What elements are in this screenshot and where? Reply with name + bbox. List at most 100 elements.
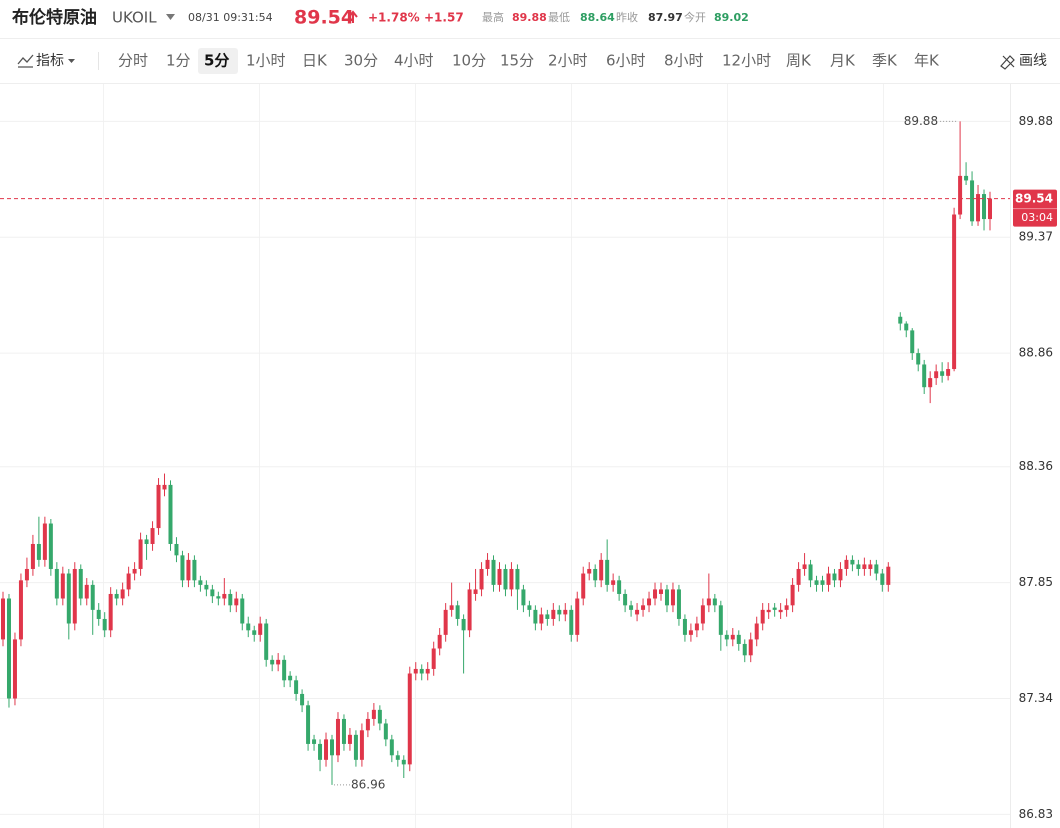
interval-button[interactable]: 4小时 — [394, 52, 434, 70]
candle-body — [102, 618, 107, 631]
active-interval-bg — [198, 48, 238, 74]
candle-body — [288, 675, 293, 681]
candle-body — [718, 605, 723, 635]
indicator-caret[interactable] — [68, 59, 75, 63]
candle-body — [958, 175, 963, 215]
candle-body — [353, 734, 358, 760]
candle-body — [192, 559, 197, 581]
candle-body — [156, 484, 161, 529]
candle-body — [324, 739, 329, 760]
candle-body — [670, 589, 675, 606]
candle-body — [664, 589, 669, 606]
candle-body — [377, 709, 382, 724]
interval-button[interactable]: 日K — [302, 52, 328, 70]
symbol-caret[interactable] — [166, 14, 175, 20]
candle-body — [976, 194, 981, 222]
y-tick-label: 88.86 — [1019, 346, 1053, 360]
candle-body — [66, 573, 71, 624]
candle-body — [730, 634, 735, 640]
candle-body — [282, 659, 287, 681]
candle-body — [766, 609, 771, 613]
interval-button[interactable]: 5分 — [204, 52, 229, 70]
interval-button[interactable]: 1小时 — [246, 52, 286, 70]
candle-body — [533, 609, 538, 624]
candle-body — [629, 605, 634, 610]
interval-button[interactable]: 季K — [872, 52, 898, 70]
interval-button[interactable]: 30分 — [344, 52, 378, 70]
candle-body — [503, 568, 508, 590]
candle-body — [168, 484, 173, 544]
candle-body — [347, 734, 352, 744]
candle-body — [916, 353, 921, 365]
candle-body — [700, 605, 705, 624]
candle-body — [198, 580, 203, 585]
draw-icon[interactable] — [1000, 55, 1015, 70]
datetime: 08/31 09:31:54 — [188, 11, 273, 24]
candle-body — [886, 566, 891, 585]
candle-body — [838, 568, 843, 581]
candle-body — [772, 607, 777, 610]
candle-body — [485, 559, 490, 569]
candle-body — [210, 589, 215, 597]
candle-body — [138, 539, 143, 569]
candle-body — [318, 743, 323, 760]
candle-body — [676, 589, 681, 619]
candle-body — [72, 568, 77, 624]
candle-body — [527, 605, 532, 610]
interval-button[interactable]: 1分 — [166, 52, 191, 70]
candle-body — [575, 598, 580, 635]
candle-body — [599, 559, 604, 581]
candle-body — [880, 573, 885, 585]
min-label: 86.96 — [351, 777, 385, 791]
candle-body — [1, 598, 5, 640]
symbol[interactable]: UKOIL — [112, 9, 157, 27]
interval-button[interactable]: 15分 — [500, 52, 534, 70]
candle-body — [581, 573, 586, 599]
candle-body — [982, 194, 987, 220]
candle-body — [42, 523, 47, 560]
candle-body — [820, 580, 825, 585]
candle-body — [545, 614, 550, 619]
candle-body — [449, 605, 454, 610]
max-label: 89.88 — [904, 114, 938, 128]
interval-button[interactable]: 2小时 — [548, 52, 588, 70]
interval-button[interactable]: 周K — [786, 52, 812, 70]
interval-button[interactable]: 6小时 — [606, 52, 646, 70]
candle-body — [246, 623, 251, 631]
candle-body — [904, 323, 909, 331]
candle-body — [24, 568, 29, 581]
indicator-button[interactable]: 指标 — [36, 53, 64, 69]
candle-body — [443, 609, 448, 635]
indicator-icon[interactable] — [17, 54, 34, 68]
candle-body — [330, 739, 334, 756]
candle-body — [760, 609, 765, 624]
draw-tool-button[interactable]: 画线 — [1019, 53, 1047, 69]
candle-body — [856, 564, 861, 569]
candle-body — [306, 705, 311, 744]
candle-body — [204, 584, 209, 590]
interval-button[interactable]: 年K — [914, 52, 940, 70]
interval-button[interactable]: 8小时 — [664, 52, 704, 70]
candle-body — [742, 643, 747, 656]
last-price-label: 89.54 — [1015, 192, 1053, 206]
candle-body — [413, 668, 418, 674]
candle-body — [850, 559, 855, 565]
interval-button[interactable]: 月K — [830, 52, 856, 70]
interval-button[interactable]: 分时 — [118, 52, 148, 70]
candle-body — [635, 609, 640, 615]
candle-body — [874, 564, 879, 574]
candle-body — [365, 718, 370, 731]
interval-button[interactable]: 10分 — [452, 52, 486, 70]
stat-label: 今开 — [684, 10, 706, 24]
interval-button[interactable]: 12小时 — [722, 52, 771, 70]
candle-body — [90, 584, 95, 610]
candle-body — [126, 573, 131, 590]
candle-body — [563, 609, 568, 615]
candle-body — [551, 609, 556, 619]
candle-body — [988, 198, 992, 220]
candle-body — [796, 568, 801, 585]
candle-body — [970, 180, 975, 222]
price: 89.54 — [294, 7, 354, 29]
candle-body — [682, 618, 687, 635]
candle-body — [437, 634, 442, 649]
